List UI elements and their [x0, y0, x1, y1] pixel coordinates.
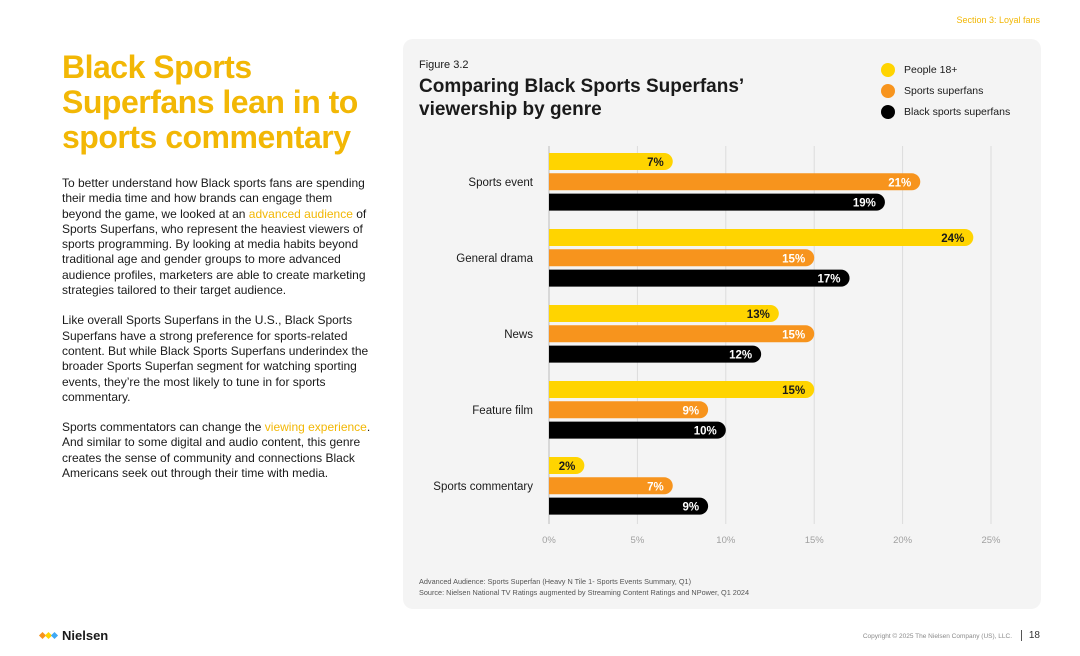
x-tick-label: 10%	[716, 535, 736, 546]
data-label: 9%	[682, 502, 699, 514]
data-label: 12%	[729, 350, 752, 362]
paragraph-3-start: Sports commentators can change the	[62, 420, 265, 435]
bar	[549, 345, 762, 363]
nielsen-logo-text: Nielsen	[62, 628, 109, 643]
bar	[549, 173, 921, 191]
paragraph-1: To better understand how Black sports fa…	[62, 176, 372, 298]
legend-label-people: People 18+	[904, 63, 958, 76]
data-label: 19%	[853, 198, 876, 210]
category-label: Sports event	[468, 177, 533, 189]
page-headline: Black Sports Superfans lean in to sports…	[62, 49, 358, 155]
data-label: 10%	[694, 426, 717, 438]
advanced-audience-link[interactable]: advanced audience	[248, 206, 353, 221]
chart-card: Figure 3.2 Comparing Black Sports Superf…	[403, 39, 1041, 609]
body-text: To better understand how Black sports fa…	[62, 176, 372, 496]
data-label: 7%	[647, 157, 664, 169]
bar	[549, 325, 815, 343]
paragraph-3: Sports commentators can change the viewi…	[62, 420, 372, 481]
data-label: 15%	[782, 385, 805, 397]
category-label: Sports commentary	[433, 481, 533, 493]
page-separator	[1021, 630, 1022, 641]
legend-dot-sports-superfans	[881, 83, 895, 98]
data-label: 7%	[647, 481, 664, 493]
bar	[549, 497, 709, 515]
copyright: Copyright © 2025 The Nielsen Company (US…	[862, 633, 1012, 640]
nielsen-logo: Nielsen	[38, 628, 109, 643]
data-label: 13%	[747, 309, 770, 321]
legend-dot-people	[881, 62, 895, 77]
category-label: Feature film	[472, 405, 533, 417]
footnote: Advanced Audience: Sports Superfan (Heav…	[419, 576, 749, 598]
paragraph-1-start: To better understand how Black sports fa…	[62, 176, 365, 221]
x-tick-label: 0%	[542, 535, 556, 546]
footnote-line-1: Advanced Audience: Sports Superfan (Heav…	[419, 577, 692, 586]
data-label: 2%	[559, 461, 576, 473]
bar	[549, 477, 673, 495]
paragraph-1-end: of Sports Superfans, who represent the h…	[62, 206, 367, 298]
chart-legend: People 18+ Sports superfans Black sports…	[881, 59, 1010, 122]
bar	[549, 229, 974, 246]
bar	[549, 421, 726, 439]
bar	[549, 269, 850, 287]
viewing-experience-link[interactable]: viewing experience	[264, 420, 367, 435]
legend-item-people: People 18+	[881, 59, 1010, 80]
category-label: News	[504, 329, 533, 341]
x-tick-label: 25%	[981, 535, 1001, 546]
data-label: 15%	[782, 329, 805, 341]
data-label: 17%	[818, 274, 841, 286]
data-label: 24%	[941, 233, 964, 245]
x-tick-label: 5%	[631, 535, 645, 546]
legend-label-sports-superfans: Sports superfans	[904, 84, 984, 97]
figure-label: Figure 3.2	[419, 59, 469, 71]
paragraph-2: Like overall Sports Superfans in the U.S…	[62, 313, 369, 404]
x-tick-label: 20%	[893, 535, 913, 546]
nielsen-logo-mark-icon	[38, 631, 59, 640]
legend-item-black-sports-superfans: Black sports superfans	[881, 101, 1010, 122]
legend-dot-black-sports-superfans	[881, 104, 895, 119]
legend-item-sports-superfans: Sports superfans	[881, 80, 1010, 101]
paragraph-3-end: . And similar to some digital and audio …	[62, 420, 371, 481]
data-label: 9%	[682, 405, 699, 417]
legend-label-black-sports-superfans: Black sports superfans	[904, 105, 1011, 118]
bar	[549, 457, 585, 474]
bar	[549, 249, 815, 267]
chart-title: Comparing Black Sports Superfans’ viewer…	[419, 76, 744, 120]
page-number: 18	[1028, 630, 1040, 641]
x-tick-label: 15%	[805, 535, 825, 546]
category-label: General drama	[456, 253, 533, 265]
bar	[549, 305, 779, 322]
data-label: 15%	[782, 253, 805, 265]
bar	[549, 401, 709, 419]
footnote-line-2: Source: Nielsen National TV Ratings augm…	[419, 588, 750, 597]
bar	[549, 381, 815, 398]
bar	[549, 193, 885, 211]
data-label: 21%	[888, 177, 911, 189]
section-label: Section 3: Loyal fans	[956, 15, 1040, 25]
bar	[549, 153, 673, 170]
bar-chart: 0% 5% 10% 15% 20% 25% Sports event 7% 21% 19% Gene…	[433, 146, 1001, 546]
